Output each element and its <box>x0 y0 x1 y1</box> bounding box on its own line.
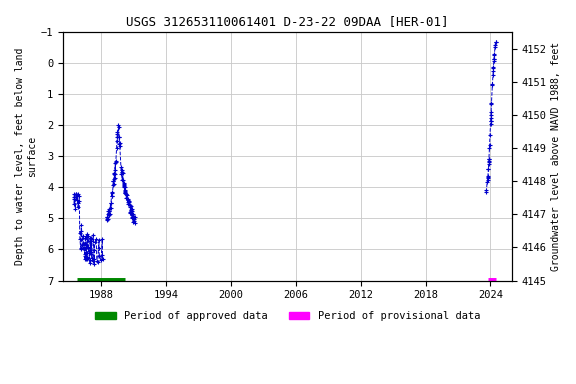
Title: USGS 312653110061401 D-23-22 09DAA [HER-01]: USGS 312653110061401 D-23-22 09DAA [HER-… <box>126 15 449 28</box>
Y-axis label: Groundwater level above NAVD 1988, feet: Groundwater level above NAVD 1988, feet <box>551 42 561 271</box>
Y-axis label: Depth to water level, feet below land
surface: Depth to water level, feet below land su… <box>15 48 37 265</box>
Legend: Period of approved data, Period of provisional data: Period of approved data, Period of provi… <box>90 307 484 325</box>
